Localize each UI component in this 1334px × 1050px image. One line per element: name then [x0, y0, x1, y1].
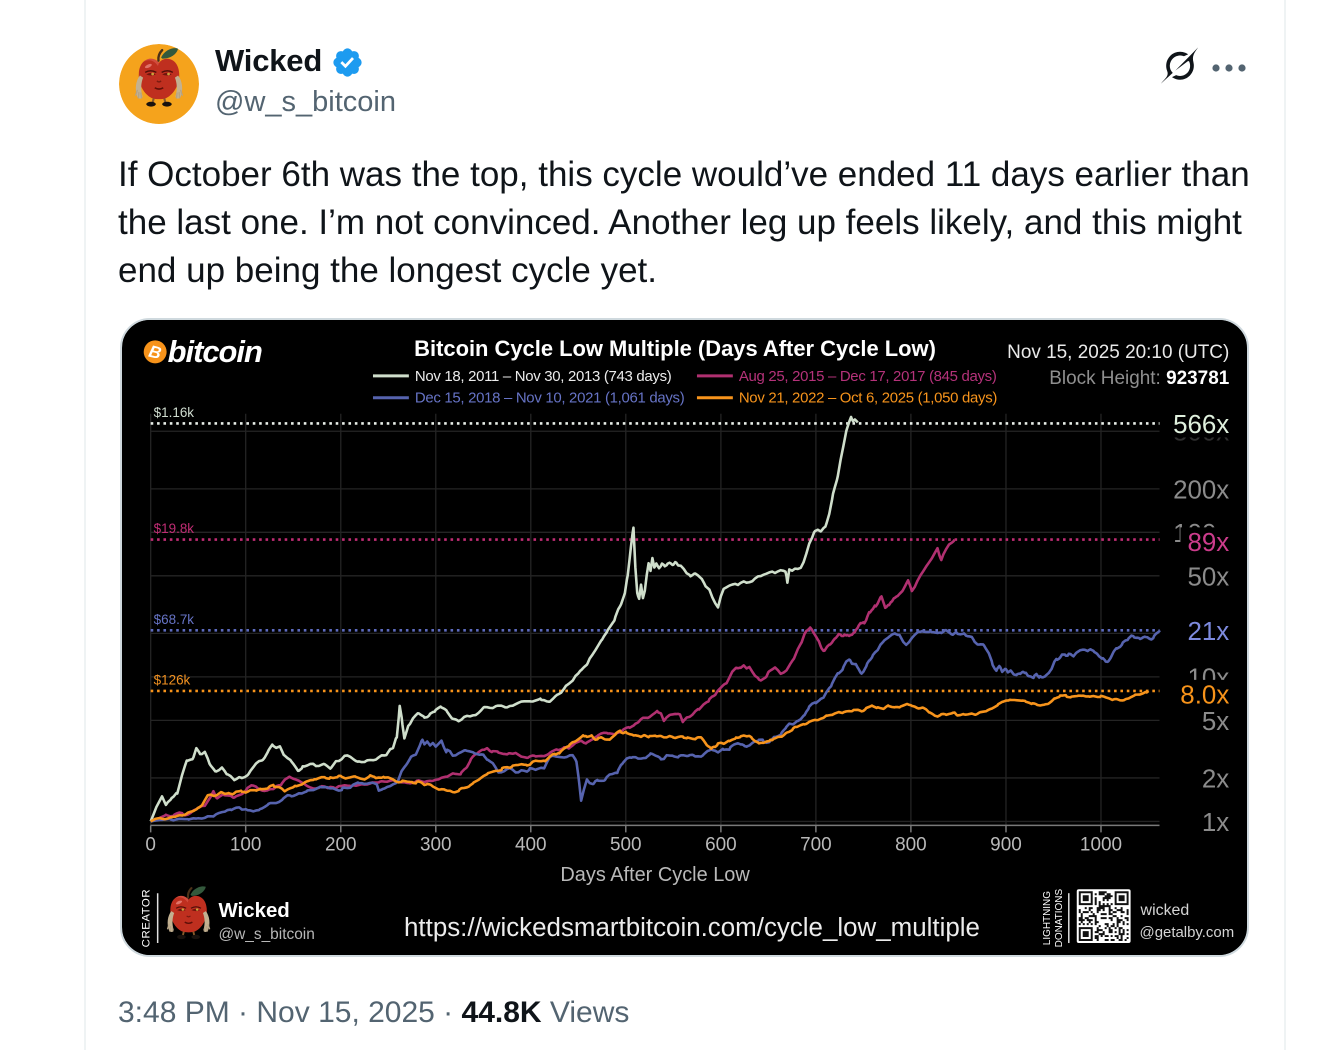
svg-text:100: 100 [230, 834, 262, 855]
svg-text:200x: 200x [1173, 476, 1229, 504]
svg-text:$126k: $126k [154, 672, 191, 687]
svg-text:5x: 5x [1202, 708, 1229, 736]
svg-text:Wicked: Wicked [218, 900, 289, 922]
svg-text:Nov 15, 2025 20:10 (UTC): Nov 15, 2025 20:10 (UTC) [1007, 342, 1229, 363]
svg-text:$19.8k: $19.8k [154, 521, 195, 536]
svg-text:https://wickedsmartbitcoin.com: https://wickedsmartbitcoin.com/cycle_low… [404, 914, 980, 942]
svg-text:1000: 1000 [1080, 834, 1122, 855]
svg-text:0: 0 [145, 834, 156, 855]
svg-text:50x: 50x [1188, 563, 1230, 591]
svg-text:21x: 21x [1188, 618, 1230, 646]
svg-text:Dec 15, 2018 – Nov 10, 2021 (1: Dec 15, 2018 – Nov 10, 2021 (1,061 days) [415, 390, 685, 407]
svg-text:@w_s_bitcoin: @w_s_bitcoin [218, 926, 314, 943]
svg-text:wicked: wicked [1140, 902, 1190, 919]
svg-text:700: 700 [800, 834, 832, 855]
svg-text:bitcoin: bitcoin [168, 334, 262, 369]
svg-text:89x: 89x [1188, 529, 1230, 557]
svg-text:900: 900 [990, 834, 1022, 855]
svg-text:566x: 566x [1173, 411, 1229, 439]
svg-text:$68.7k: $68.7k [154, 612, 195, 627]
svg-text:Bitcoin Cycle Low Multiple (Da: Bitcoin Cycle Low Multiple (Days After C… [414, 336, 936, 361]
svg-text:800: 800 [895, 834, 927, 855]
svg-text:2x: 2x [1202, 765, 1229, 793]
svg-text:1x: 1x [1202, 809, 1229, 837]
svg-text:CREATOR: CREATOR [141, 889, 153, 947]
svg-text:B: B [147, 342, 163, 363]
svg-text:400: 400 [515, 834, 547, 855]
svg-text:$1.16k: $1.16k [154, 405, 195, 420]
svg-text:8.0x: 8.0x [1180, 681, 1229, 709]
svg-text:600: 600 [705, 834, 737, 855]
svg-text:Block Height: 923781: Block Height: 923781 [1049, 368, 1229, 389]
svg-text:Nov 18, 2011 – Nov 30, 2013 (7: Nov 18, 2011 – Nov 30, 2013 (743 days) [415, 368, 672, 385]
svg-text:@getalby.com: @getalby.com [1140, 924, 1235, 941]
svg-text:500: 500 [610, 834, 642, 855]
svg-text:Days After Cycle Low: Days After Cycle Low [560, 864, 750, 886]
svg-text:300: 300 [420, 834, 452, 855]
svg-text:200: 200 [325, 834, 357, 855]
svg-text:Aug 25, 2015 – Dec 17, 2017 (8: Aug 25, 2015 – Dec 17, 2017 (845 days) [739, 368, 997, 385]
svg-text:Nov 21, 2022 – Oct 6, 2025 (1,: Nov 21, 2022 – Oct 6, 2025 (1,050 days) [739, 390, 998, 407]
svg-text:DONATIONS: DONATIONS [1054, 889, 1065, 948]
svg-text:LIGHTNING: LIGHTNING [1042, 891, 1053, 945]
